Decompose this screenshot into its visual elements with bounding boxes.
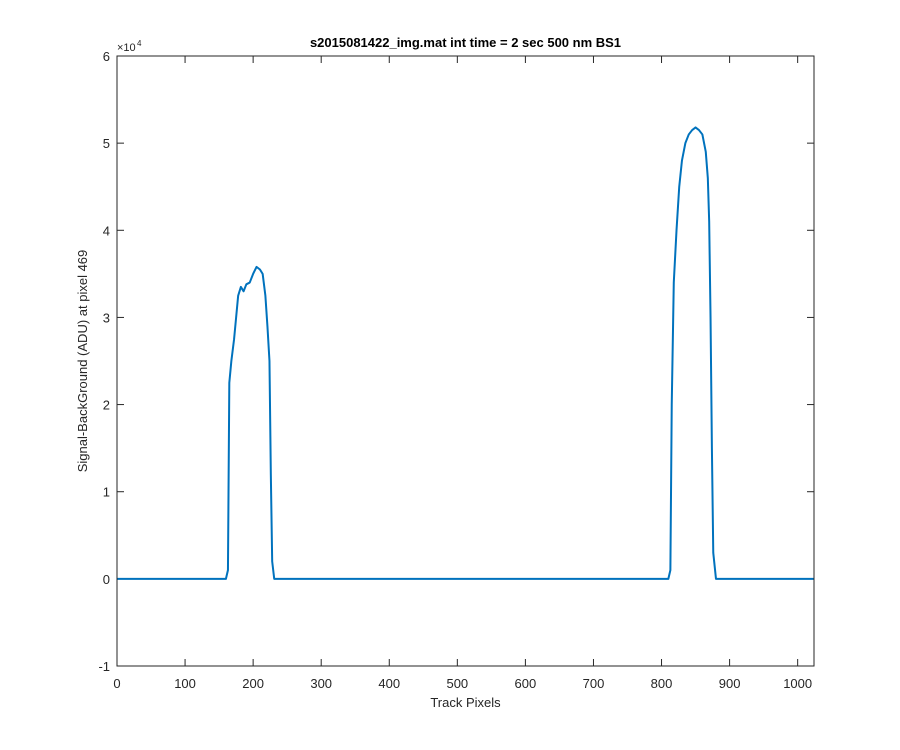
x-tick-label: 1000 <box>783 676 812 691</box>
y-tick-label: 6 <box>103 49 110 64</box>
x-tick-label: 500 <box>446 676 468 691</box>
y-tick-label: 1 <box>103 485 110 500</box>
series-layer <box>117 126 814 580</box>
x-tick-label: 900 <box>719 676 741 691</box>
x-axis-label: Track Pixels <box>430 695 501 710</box>
x-tick-label: 200 <box>242 676 264 691</box>
plot-area <box>117 56 814 666</box>
x-tick-label: 700 <box>583 676 605 691</box>
y-tick-label: 2 <box>103 398 110 413</box>
labels-layer: 0 100 200 300 400 500 600 700 800 900 1000-1012345… <box>98 49 812 691</box>
y-tick-label: -1 <box>98 659 110 674</box>
x-tick-label: 100 <box>174 676 196 691</box>
chart-title: s2015081422_img.mat int time = 2 sec 500… <box>310 35 621 50</box>
x-tick-label: 0 <box>113 676 120 691</box>
axes-box <box>116 55 815 667</box>
y-multiplier-exponent: 4 <box>137 39 142 48</box>
y-tick-label: 0 <box>103 572 110 587</box>
y-axis-label: Signal-BackGround (ADU) at pixel 469 <box>75 250 90 473</box>
x-tick-label: 300 <box>310 676 332 691</box>
y-tick-label: 5 <box>103 136 110 151</box>
series-line-0 <box>117 126 814 580</box>
x-tick-label: 800 <box>651 676 673 691</box>
x-tick-label: 400 <box>378 676 400 691</box>
y-tick-label: 4 <box>103 223 110 238</box>
y-multiplier-base: ×10 <box>117 42 136 54</box>
x-tick-label: 600 <box>515 676 537 691</box>
y-tick-label: 3 <box>103 310 110 325</box>
